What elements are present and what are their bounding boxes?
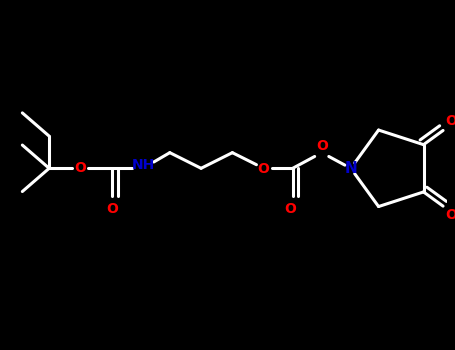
- Text: O: O: [106, 202, 118, 216]
- Text: NH: NH: [131, 158, 155, 172]
- Text: O: O: [445, 208, 455, 222]
- Text: O: O: [284, 202, 296, 216]
- Text: O: O: [258, 162, 269, 176]
- Text: O: O: [445, 114, 455, 128]
- Text: O: O: [75, 161, 86, 175]
- Text: N: N: [344, 161, 357, 176]
- Text: O: O: [316, 139, 328, 153]
